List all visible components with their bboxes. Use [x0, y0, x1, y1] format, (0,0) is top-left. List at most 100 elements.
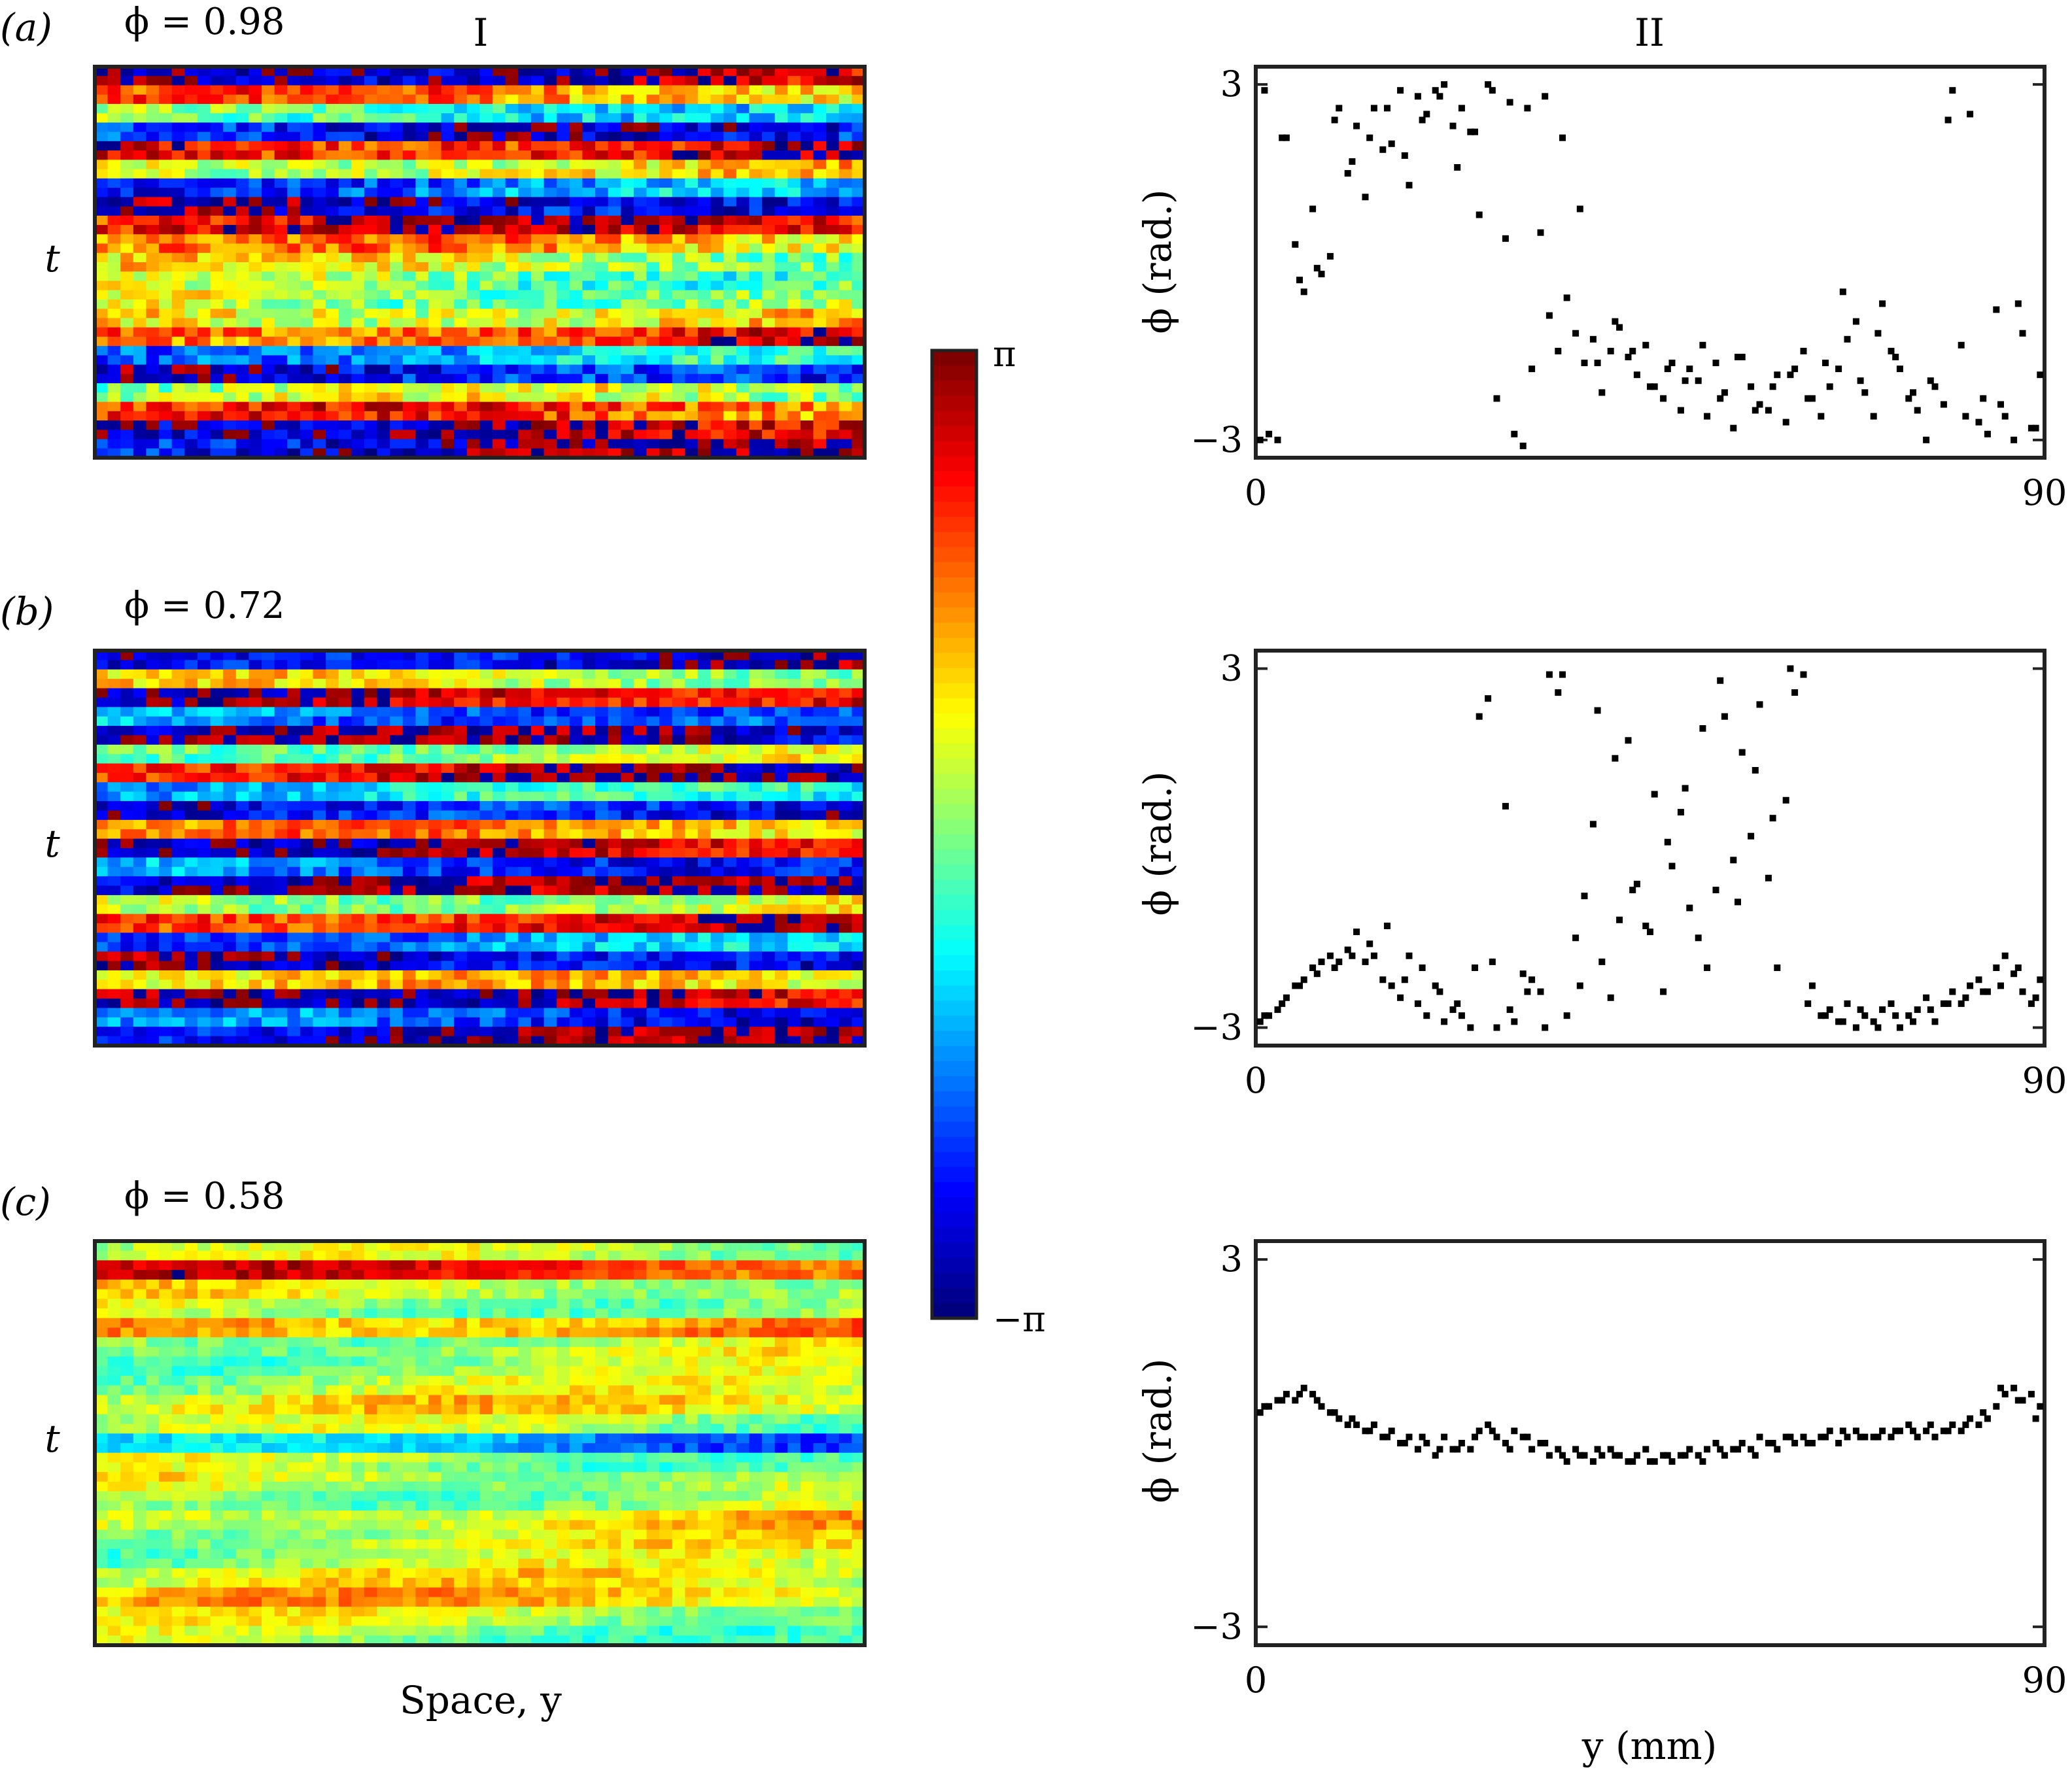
heatmap-cell — [697, 327, 712, 337]
heatmap-cell — [223, 707, 237, 717]
heatmap-cell — [800, 243, 814, 254]
heatmap-cell — [377, 309, 390, 319]
heatmap-cell — [813, 923, 827, 934]
heatmap-cell — [595, 679, 609, 689]
heatmap-cell — [428, 1027, 442, 1037]
heatmap-cell — [133, 923, 147, 934]
heatmap-cell — [235, 252, 249, 263]
heatmap-cell — [274, 178, 288, 188]
heatmap-cell — [530, 85, 545, 95]
heatmap-cell — [710, 169, 724, 179]
heatmap-cell — [813, 122, 827, 133]
heatmap-cell — [287, 281, 301, 291]
heatmap-cell — [171, 122, 185, 133]
heatmap-cell — [262, 67, 275, 77]
heatmap-cell — [530, 772, 545, 783]
heatmap-cell — [710, 243, 724, 254]
heatmap-cell — [377, 857, 390, 868]
heatmap-cell — [146, 67, 160, 77]
heatmap-cell — [249, 215, 262, 226]
heatmap-cell — [364, 169, 378, 179]
heatmap-cell — [646, 763, 660, 774]
heatmap-cell — [184, 383, 198, 393]
heatmap-cell — [287, 76, 301, 86]
heatmap-cell — [774, 791, 788, 802]
heatmap-cell — [569, 970, 583, 980]
heatmap-cell — [557, 420, 570, 430]
heatmap-cell — [544, 392, 557, 403]
heatmap-cell — [608, 810, 621, 821]
heatmap-cell — [646, 364, 660, 375]
heatmap-cell — [133, 660, 147, 670]
heatmap-cell — [852, 346, 865, 356]
heatmap-cell — [505, 1017, 519, 1027]
heatmap-cell — [377, 716, 390, 726]
heatmap-cell — [659, 970, 673, 980]
heatmap-cell — [313, 355, 326, 366]
heatmap-cell — [762, 885, 776, 896]
heatmap-cell — [736, 791, 750, 802]
heatmap-cell — [787, 782, 801, 793]
heatmap-cell — [402, 131, 417, 142]
heatmap-cell — [235, 225, 249, 235]
heatmap-cell — [415, 763, 429, 774]
heatmap-cell — [621, 829, 634, 840]
heatmap-cell — [441, 754, 455, 764]
heatmap-cell — [338, 103, 352, 114]
heatmap-cell — [338, 383, 352, 393]
heatmap-cell — [300, 234, 314, 245]
heatmap-cell — [95, 829, 109, 840]
heatmap-cell — [133, 763, 147, 774]
heatmap-cell — [249, 810, 262, 821]
heatmap-cell — [364, 876, 378, 887]
heatmap-cell — [710, 1017, 724, 1027]
heatmap-cell — [184, 364, 198, 375]
heatmap-cell — [95, 430, 109, 440]
heatmap-cell — [338, 160, 352, 170]
heatmap-cell — [736, 420, 750, 430]
heatmap-cell — [621, 234, 634, 245]
heatmap-cell — [672, 271, 685, 282]
heatmap-cell — [838, 430, 852, 440]
heatmap-cell — [826, 791, 840, 802]
heatmap-cell — [287, 1017, 301, 1027]
heatmap-cell — [659, 420, 673, 430]
heatmap-cell — [697, 392, 712, 403]
heatmap-cell — [569, 197, 583, 207]
heatmap-cell — [390, 411, 404, 421]
heatmap-cell — [390, 913, 404, 924]
heatmap-cell — [313, 206, 326, 216]
heatmap-cell — [710, 688, 724, 698]
heatmap-cell — [736, 763, 750, 774]
heatmap-cell — [595, 234, 609, 245]
heatmap-cell — [672, 866, 685, 877]
heatmap-cell — [582, 234, 596, 245]
heatmap-cell — [826, 942, 840, 952]
heatmap-cell — [364, 271, 378, 282]
heatmap-cell — [107, 688, 121, 698]
heatmap-cell — [557, 980, 570, 990]
heatmap-cell — [813, 448, 827, 458]
heatmap-cell — [171, 355, 185, 366]
heatmap-cell — [146, 707, 160, 717]
heatmap-cell — [351, 206, 365, 216]
heatmap-cell — [351, 262, 365, 272]
heatmap-cell — [364, 679, 378, 689]
heatmap-cell — [505, 819, 519, 830]
heatmap-cell — [351, 346, 365, 356]
heatmap-cell — [646, 188, 660, 197]
heatmap-cell — [736, 318, 750, 328]
heatmap-cell — [774, 67, 788, 77]
heatmap-cell — [479, 262, 493, 272]
heatmap-cell — [762, 281, 776, 291]
heatmap-cell — [492, 913, 506, 924]
heatmap-cell — [466, 299, 481, 309]
heatmap-cell — [710, 178, 724, 188]
heatmap-cell — [646, 252, 660, 263]
heatmap-cell — [852, 810, 865, 821]
heatmap-cell — [518, 961, 532, 971]
heatmap-cell — [800, 980, 814, 990]
heatmap-cell — [377, 810, 390, 821]
heatmap-cell — [608, 262, 621, 272]
heatmap-cell — [736, 726, 750, 736]
